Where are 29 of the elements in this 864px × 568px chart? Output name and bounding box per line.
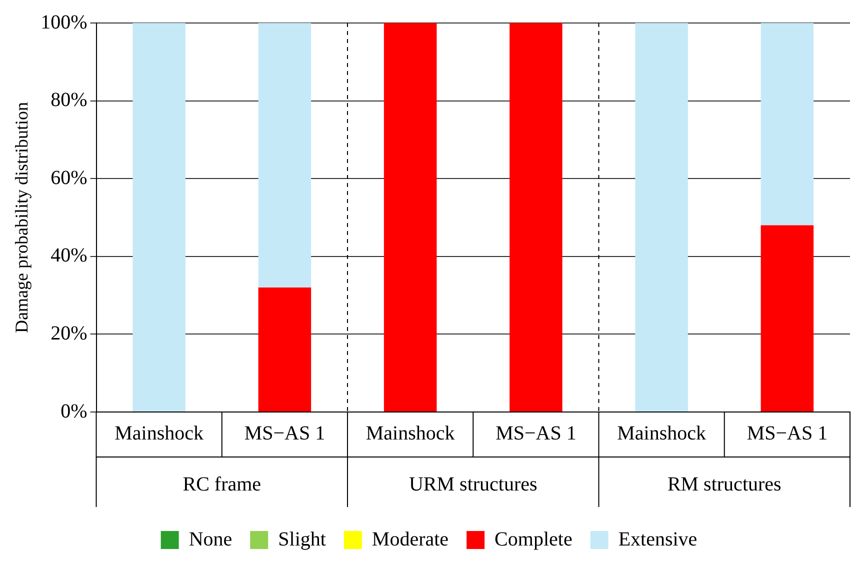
x-tick-label: Mainshock: [114, 422, 204, 444]
x-tick-label: MS−AS 1: [746, 422, 828, 444]
y-tick-label: 0%: [60, 400, 88, 422]
y-tick-label: 20%: [50, 322, 88, 344]
legend-label: None: [188, 528, 232, 550]
legend-label: Moderate: [372, 528, 449, 550]
text: URM structures: [408, 473, 538, 496]
y-axis-title: Damage probability distribution: [12, 102, 32, 333]
x-tick-label: Mainshock: [366, 422, 455, 444]
bar: [132, 23, 186, 412]
legend-label: Complete: [494, 528, 572, 550]
bar: [635, 23, 688, 412]
y-tick-label: 100%: [40, 11, 88, 34]
y-tick-label: 60%: [50, 166, 88, 189]
legend-label: Slight: [278, 528, 326, 550]
text: RM structures: [667, 473, 782, 496]
bar: [760, 225, 814, 412]
bar: [760, 23, 814, 226]
x-tick-label: MS−AS 1: [496, 422, 576, 444]
x-tick-label: MS−AS 1: [244, 422, 326, 444]
legend-label: Extensive: [618, 528, 698, 550]
y-tick-label: 80%: [50, 89, 88, 112]
bar: [258, 288, 312, 412]
bar: [384, 23, 437, 412]
bar: [510, 23, 562, 412]
text: RC frame: [182, 473, 262, 496]
x-tick-label: Mainshock: [617, 422, 706, 444]
y-tick-label: 40%: [50, 244, 88, 267]
bar: [258, 23, 312, 288]
